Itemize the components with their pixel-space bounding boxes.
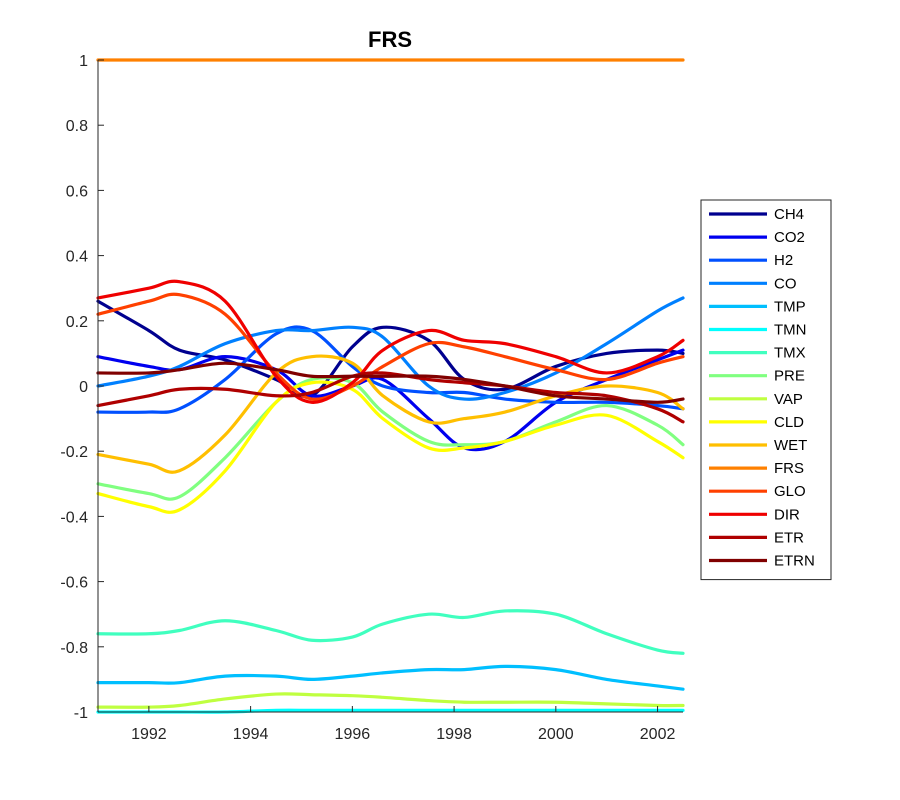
- series-layer: [96, 58, 685, 714]
- series-line-tmp: [96, 664, 685, 691]
- x-tick-label: 1994: [233, 726, 269, 743]
- x-tick-label: 2002: [640, 726, 676, 743]
- series-line-h2: [96, 325, 685, 414]
- y-tick-label: 0.2: [66, 314, 88, 331]
- series-line-dir: [96, 279, 685, 404]
- legend-label-dir: DIR: [774, 506, 800, 523]
- legend-label-glo: GLO: [774, 483, 806, 500]
- y-tick-label: 0: [79, 379, 88, 396]
- series-line-etrn: [96, 361, 685, 404]
- legend-label-etrn: ETRN: [774, 553, 815, 570]
- series-line-vap: [96, 692, 685, 709]
- series-line-co: [96, 296, 685, 401]
- y-tick-label: 0.6: [66, 183, 88, 200]
- x-tick-label: 1998: [436, 726, 472, 743]
- legend-label-wet: WET: [774, 437, 807, 454]
- legend: CH4 CO2 H2 CO TMP TMN TMX PRE VAP CLD WET FRS GLO DIR…: [700, 199, 832, 581]
- y-tick-label: -1: [74, 705, 88, 722]
- legend-label-cld: CLD: [774, 414, 804, 431]
- y-tick-label: -0.8: [60, 640, 88, 657]
- x-tick-label: 1992: [131, 726, 167, 743]
- y-tick-label: 0.4: [66, 249, 88, 266]
- y-tick-label: -0.2: [60, 444, 88, 461]
- axes-layer: -1 -0.8 -0.6 -0.4 -0.2 0 0.2 0.4 0.6 0.8 1 1992 1994…: [60, 53, 683, 743]
- legend-label-ch4: CH4: [774, 206, 804, 223]
- legend-label-frs: FRS: [774, 460, 804, 477]
- legend-box: [700, 199, 832, 581]
- series-line-glo: [96, 292, 685, 401]
- chart-title: FRS: [368, 27, 412, 52]
- x-tick-label: 2000: [538, 726, 574, 743]
- series-line-wet: [96, 354, 685, 474]
- series-line-pre: [96, 376, 685, 501]
- legend-label-vap: VAP: [774, 391, 803, 408]
- x-tick-label: 1996: [335, 726, 371, 743]
- legend-label-tmp: TMP: [774, 298, 806, 315]
- series-line-cld: [96, 380, 685, 514]
- series-line-etr: [96, 371, 685, 424]
- legend-label-tmn: TMN: [774, 322, 807, 339]
- legend-label-co: CO: [774, 275, 797, 292]
- y-tick-label: -0.6: [60, 575, 88, 592]
- legend-label-tmx: TMX: [774, 345, 806, 362]
- legend-label-co2: CO2: [774, 229, 805, 246]
- y-tick-label: -0.4: [60, 509, 88, 526]
- series-line-tmx: [96, 609, 685, 655]
- legend-label-pre: PRE: [774, 368, 805, 385]
- legend-label-h2: H2: [774, 252, 793, 269]
- y-tick-label: 0.8: [66, 118, 88, 135]
- series-line-ch4: [96, 299, 685, 399]
- y-tick-label: 1: [79, 53, 88, 70]
- legend-label-etr: ETR: [774, 529, 804, 546]
